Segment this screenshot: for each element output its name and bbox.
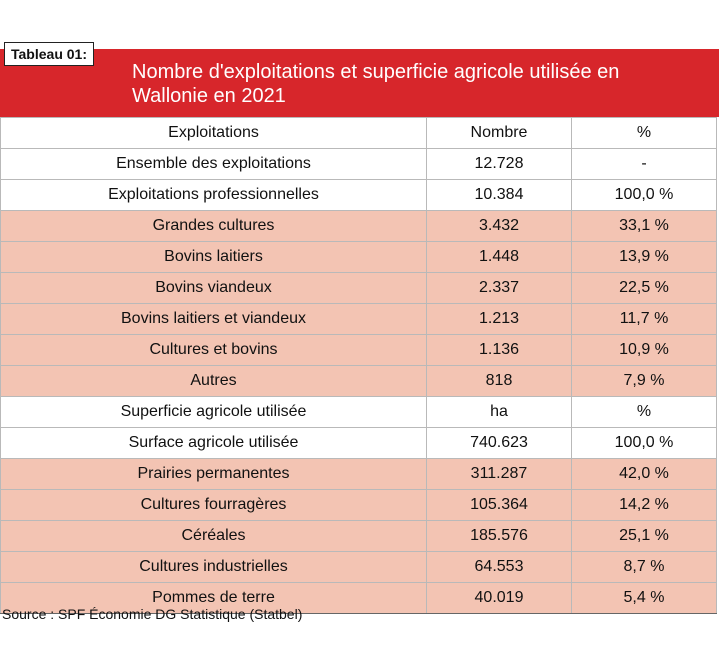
row-value: 818 — [426, 365, 572, 397]
table-row: Exploitations professionnelles 10.384 100,… — [0, 179, 717, 211]
data-table: Exploitations Nombre% Ensemble des exploit… — [0, 117, 717, 614]
row-label: Exploitations professionnelles — [0, 179, 427, 211]
row-label: Prairies permanentes — [0, 458, 427, 490]
table-row: Céréales 185.576 25,1 % — [0, 520, 717, 552]
row-value: 2.337 — [426, 272, 572, 304]
row-percent: 14,2 % — [571, 489, 717, 521]
row-percent: 33,1 % — [571, 210, 717, 242]
table-row: Ensemble des exploitations 12.728- — [0, 148, 717, 180]
row-label: Cultures et bovins — [0, 334, 427, 366]
table-row: Autres 818 7,9 % — [0, 365, 717, 397]
row-percent: 25,1 % — [571, 520, 717, 552]
row-label: Céréales — [0, 520, 427, 552]
row-label: Ensemble des exploitations — [0, 148, 427, 180]
row-value: 185.576 — [426, 520, 572, 552]
table-row: Bovins viandeux 2.337 22,5 % — [0, 272, 717, 304]
row-percent: 100,0 % — [571, 179, 717, 211]
table-row: Cultures et bovins 1.136 10,9 % — [0, 334, 717, 366]
table-row: Cultures fourragères 105.364 14,2 % — [0, 489, 717, 521]
row-percent: 13,9 % — [571, 241, 717, 273]
row-percent: 5,4 % — [571, 582, 717, 614]
row-percent: % — [571, 396, 717, 428]
row-percent: 22,5 % — [571, 272, 717, 304]
table-row: Bovins laitiers et viandeux 1.213 11,7 % — [0, 303, 717, 335]
table-row: Exploitations Nombre% — [0, 117, 717, 149]
row-value: 64.553 — [426, 551, 572, 583]
row-value: 740.623 — [426, 427, 572, 459]
row-label: Bovins viandeux — [0, 272, 427, 304]
row-percent: 11,7 % — [571, 303, 717, 335]
row-percent: 100,0 % — [571, 427, 717, 459]
row-label: Exploitations — [0, 117, 427, 149]
table-row: Cultures industrielles 64.553 8,7 % — [0, 551, 717, 583]
row-value: 1.136 — [426, 334, 572, 366]
table-row: Bovins laitiers 1.448 13,9 % — [0, 241, 717, 273]
row-label: Autres — [0, 365, 427, 397]
table-label: Tableau 01: — [4, 42, 94, 66]
table-title: Nombre d'exploitations et superficie agr… — [132, 61, 620, 107]
row-label: Cultures fourragères — [0, 489, 427, 521]
source-note: Source : SPF Économie DG Statistique (St… — [2, 606, 303, 622]
row-value: 105.364 — [426, 489, 572, 521]
row-value: 12.728 — [426, 148, 572, 180]
row-percent: 10,9 % — [571, 334, 717, 366]
row-label: Pommes de terre — [0, 582, 427, 614]
row-value: Nombre — [426, 117, 572, 149]
table-row: Surface agricole utilisée 740.623 100,0 % — [0, 427, 717, 459]
row-label: Superficie agricole utilisée — [0, 396, 427, 428]
row-label: Grandes cultures — [0, 210, 427, 242]
row-label: Cultures industrielles — [0, 551, 427, 583]
row-value: 10.384 — [426, 179, 572, 211]
title-banner — [0, 49, 719, 117]
table-row: Superficie agricole utilisée ha% — [0, 396, 717, 428]
row-label: Surface agricole utilisée — [0, 427, 427, 459]
row-percent: 42,0 % — [571, 458, 717, 490]
row-label: Bovins laitiers — [0, 241, 427, 273]
row-value: 1.448 — [426, 241, 572, 273]
row-value: 1.213 — [426, 303, 572, 335]
table-row: Prairies permanentes 311.287 42,0 % — [0, 458, 717, 490]
table-row: Pommes de terre 40.019 5,4 % — [0, 582, 717, 614]
row-value: ha — [426, 396, 572, 428]
row-percent: 7,9 % — [571, 365, 717, 397]
row-value: 3.432 — [426, 210, 572, 242]
row-value: 40.019 — [426, 582, 572, 614]
row-value: 311.287 — [426, 458, 572, 490]
row-percent: % — [571, 117, 717, 149]
table-row: Grandes cultures 3.432 33,1 % — [0, 210, 717, 242]
row-label: Bovins laitiers et viandeux — [0, 303, 427, 335]
row-percent: - — [571, 148, 717, 180]
row-percent: 8,7 % — [571, 551, 717, 583]
